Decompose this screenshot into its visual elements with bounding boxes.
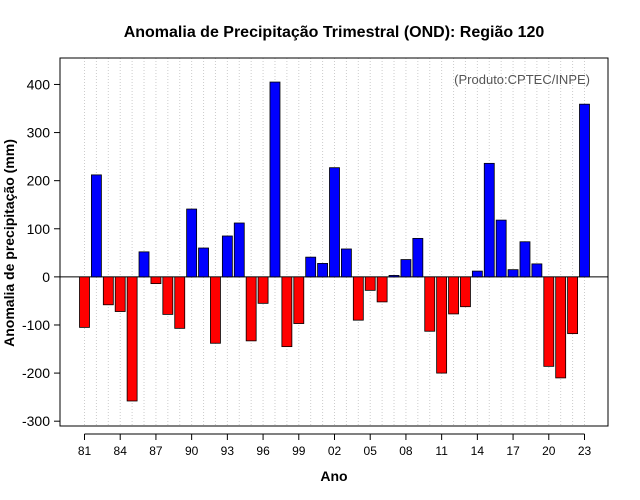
bar-1994 [233,222,245,278]
bar-2019 [531,263,543,278]
y-tick-label: 100 [27,221,51,237]
bar-2018 [519,241,531,278]
x-tick-label: 02 [328,444,342,458]
bar-2014 [471,270,483,278]
y-tick-label: -200 [22,365,50,381]
bars-group [79,81,590,402]
y-tick-label: -300 [22,413,50,429]
y-axis-label: Anomalia de precipitação (mm) [1,139,17,347]
x-tick-label: 08 [399,444,413,458]
x-tick-label: 11 [435,444,448,458]
bar-1984 [114,276,126,312]
bar-1983 [102,276,114,306]
y-tick-label: 200 [27,173,51,189]
bar-1985 [126,276,138,402]
bar-2001 [317,263,329,278]
bar-1990 [186,208,198,278]
bar-2021 [555,276,567,379]
bar-2004 [352,276,364,321]
x-tick-label: 17 [506,444,520,458]
bar-2009 [412,237,424,278]
bar-1995 [245,276,257,342]
y-tick-label: -100 [22,317,50,333]
bar-2000 [305,256,317,278]
bar-2003 [340,248,352,278]
bar-2023 [579,103,590,278]
chart-title: Anomalia de Precipitação Trimestral (OND… [124,24,545,41]
x-tick-label: 14 [471,444,485,458]
bar-2015 [483,162,495,278]
bar-1986 [138,251,150,278]
bar-1982 [91,174,102,278]
bar-1993 [221,235,233,278]
bar-2012 [448,276,459,315]
bar-1999 [293,276,305,324]
y-tick-label: 400 [27,76,51,92]
x-tick-label: 93 [221,444,235,458]
bar-1992 [210,276,221,344]
y-tick-label: 300 [27,125,51,141]
bar-1987 [150,276,162,285]
y-tick-label: 0 [42,269,50,285]
plot-frame [59,57,609,427]
bar-2011 [436,276,448,374]
y-axis: -300 -200 -100 0 100 200 300 400 [22,76,60,429]
bar-1981 [79,276,90,328]
bar-2022 [567,276,578,335]
x-tick-label: 99 [292,444,306,458]
x-tick-label: 84 [114,444,128,458]
bar-2005 [364,276,376,291]
x-axis-label: Ano [320,468,347,484]
bar-2020 [543,276,555,367]
bar-2017 [507,269,519,278]
bar-2016 [495,219,507,278]
bar-2006 [376,276,388,303]
x-tick-label: 05 [364,444,378,458]
bar-1989 [174,276,186,329]
bar-1991 [198,247,209,278]
x-tick-label: 96 [256,444,270,458]
x-tick-label: 81 [78,444,92,458]
bar-1988 [162,276,174,315]
x-tick-label: 87 [149,444,163,458]
x-axis: 81 84 87 90 93 96 99 02 05 08 11 14 17 20 23 [78,433,592,458]
x-tick-label: 90 [185,444,199,458]
bar-1996 [257,276,269,304]
x-tick-label: 23 [578,444,592,458]
bar-2008 [400,259,412,278]
bar-2013 [460,276,471,308]
bar-2010 [424,276,436,332]
source-credit: (Produto:CPTEC/INPE) [454,72,590,87]
bar-2007 [388,275,400,278]
bar-1998 [281,276,293,348]
x-tick-label: 20 [542,444,556,458]
bar-1997 [269,81,281,278]
bar-2002 [329,167,340,278]
